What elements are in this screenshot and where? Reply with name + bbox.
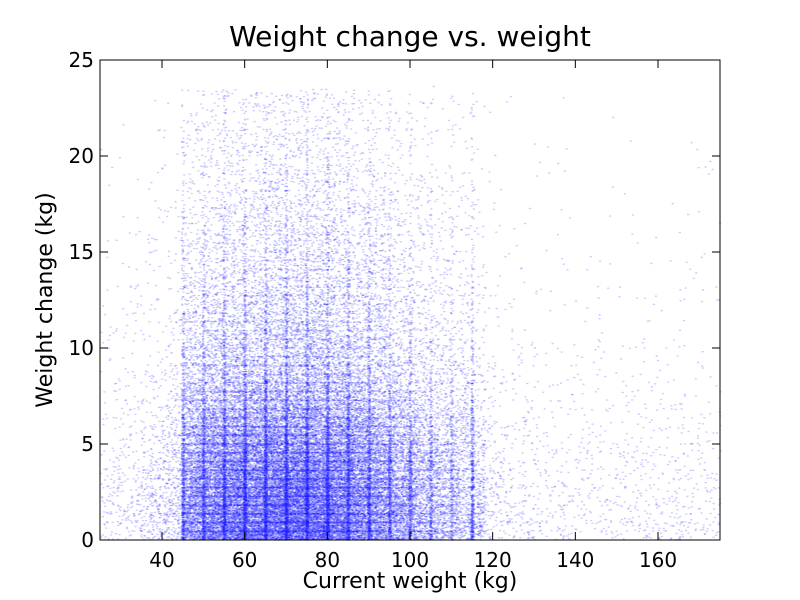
- y-tick-label: 20: [69, 144, 94, 168]
- ticks-layer: 40 60 80 100 120 140 160 0 5 10 15 20 25: [69, 48, 720, 572]
- scatter-points-group: [99, 89, 721, 541]
- x-tick-label: 40: [149, 548, 174, 572]
- y-tick-label: 0: [81, 528, 94, 552]
- scatter-points-group: [100, 90, 720, 541]
- scatter-points-group: [100, 88, 722, 541]
- scatter-points-group: [102, 89, 722, 541]
- x-tick-label: 160: [639, 548, 677, 572]
- y-tick-label: 10: [69, 336, 94, 360]
- x-tick-label: 140: [556, 548, 594, 572]
- scatter-points-group: [100, 92, 722, 541]
- y-tick-label: 15: [69, 240, 94, 264]
- scatter-points-group: [101, 85, 722, 541]
- x-tick-label: 60: [232, 548, 257, 572]
- x-axis-label: Current weight (kg): [303, 569, 518, 594]
- x-tick-label: 120: [474, 548, 512, 572]
- y-axis-label: Weight change (kg): [33, 192, 58, 407]
- chart-title: Weight change vs. weight: [229, 20, 591, 53]
- scatter-points-group: [100, 88, 722, 541]
- points-layer: [99, 85, 722, 541]
- x-tick-label: 100: [391, 548, 429, 572]
- x-tick-label: 80: [315, 548, 340, 572]
- y-tick-label: 5: [81, 432, 94, 456]
- y-tick-label: 25: [69, 48, 94, 72]
- scatter-points-group: [100, 89, 718, 541]
